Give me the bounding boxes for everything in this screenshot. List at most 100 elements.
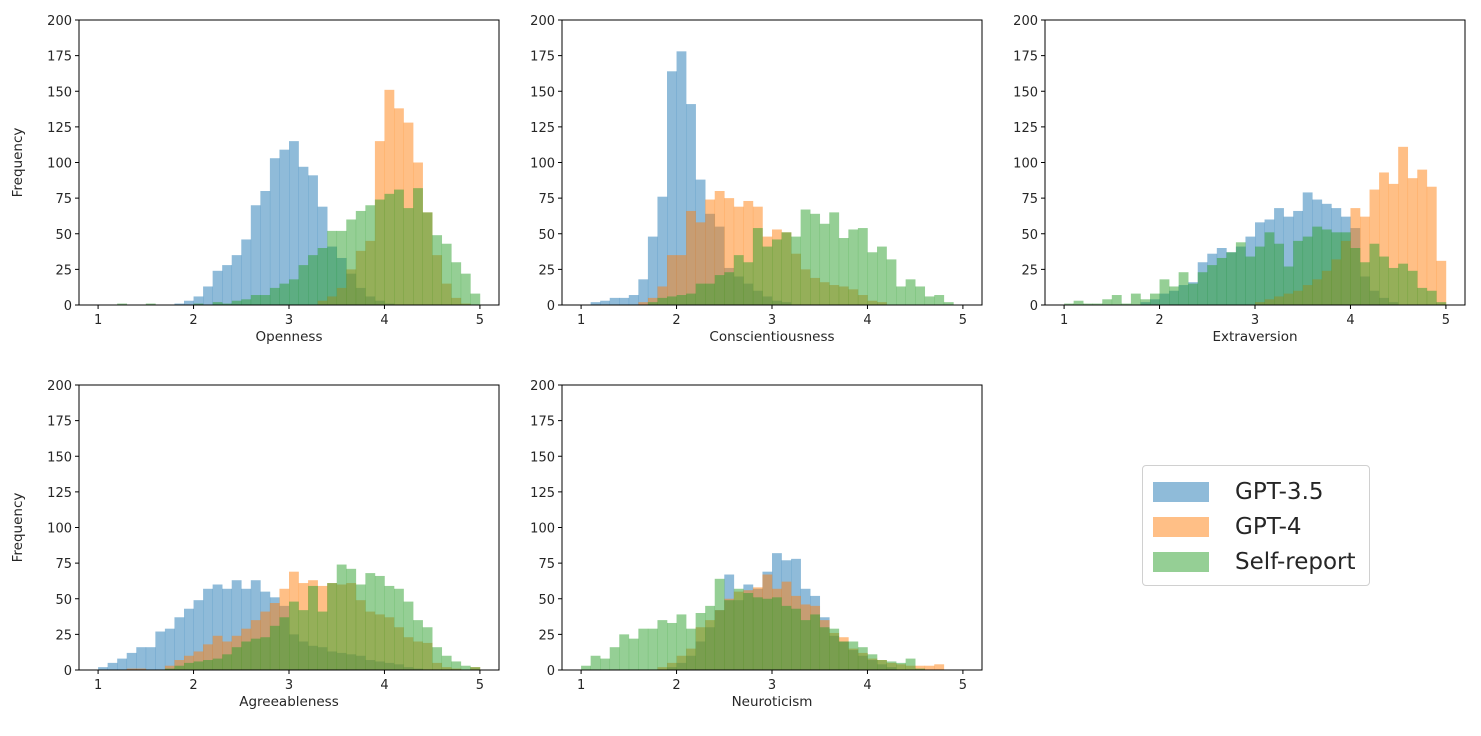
histogram-bar bbox=[924, 665, 935, 670]
y-tick-label: 100 bbox=[530, 157, 555, 172]
histogram-bar bbox=[203, 644, 213, 670]
subplot-openness: 1 2 3 4 50255075100125150175200OpennessFrequ… bbox=[10, 14, 500, 345]
x-tick-label: 4 bbox=[1346, 313, 1354, 328]
histogram-bar bbox=[590, 655, 601, 670]
histogram-bar bbox=[136, 668, 147, 670]
histogram-bar bbox=[791, 236, 801, 305]
histogram-bar bbox=[743, 200, 754, 305]
histogram-bar bbox=[422, 212, 433, 305]
histogram-bar bbox=[212, 584, 223, 670]
histogram-bar bbox=[193, 600, 204, 670]
histogram-bar bbox=[289, 141, 299, 305]
histogram-bar bbox=[355, 210, 366, 305]
histogram-bar bbox=[384, 193, 395, 305]
histogram-bar bbox=[1188, 283, 1199, 305]
y-tick-label: 50 bbox=[1021, 228, 1038, 243]
x-tick-label: 5 bbox=[476, 313, 484, 328]
x-axis-label: Conscientiousness bbox=[709, 329, 834, 345]
y-tick-label: 25 bbox=[55, 628, 72, 643]
histogram-bar bbox=[1302, 236, 1313, 305]
histogram-bar bbox=[184, 608, 194, 670]
histogram-bar bbox=[934, 295, 945, 305]
histogram-bar bbox=[193, 651, 204, 670]
x-tick-label: 3 bbox=[285, 678, 293, 693]
histogram-bar bbox=[705, 605, 716, 670]
histogram-bar bbox=[1417, 169, 1428, 305]
histogram-bar bbox=[460, 273, 471, 305]
histogram-bar bbox=[1398, 146, 1409, 305]
histogram-bar bbox=[1159, 279, 1170, 305]
histogram-bar bbox=[231, 580, 242, 670]
histogram-bar bbox=[686, 104, 696, 305]
histogram-bar bbox=[98, 667, 108, 670]
histogram-bar bbox=[203, 286, 213, 305]
x-tick-label: 4 bbox=[380, 678, 388, 693]
histogram-bar bbox=[915, 668, 926, 670]
y-tick-label: 175 bbox=[1013, 50, 1038, 65]
histogram-bar bbox=[1150, 293, 1160, 305]
histogram-bar bbox=[810, 614, 821, 670]
y-tick-label: 75 bbox=[1021, 192, 1038, 207]
histogram-bar bbox=[867, 654, 878, 670]
histogram-bar bbox=[943, 302, 954, 305]
histogram-bar bbox=[308, 175, 318, 305]
histogram-bar bbox=[800, 209, 811, 305]
histogram-bar bbox=[619, 634, 630, 670]
histogram-bar bbox=[308, 585, 318, 670]
histogram-bar bbox=[460, 665, 471, 670]
histogram-bar bbox=[647, 236, 658, 305]
y-tick-label: 75 bbox=[55, 557, 72, 572]
x-tick-label: 1 bbox=[94, 313, 102, 328]
histogram-bar bbox=[126, 652, 137, 670]
histogram-bar bbox=[1283, 216, 1294, 305]
histogram-bar bbox=[695, 613, 706, 670]
y-tick-label: 200 bbox=[530, 379, 555, 394]
histogram-bar bbox=[810, 213, 821, 305]
histogram-bar bbox=[857, 228, 868, 305]
histogram-bar bbox=[1073, 300, 1084, 305]
histogram-bar bbox=[1064, 303, 1074, 305]
legend-patch-self-report bbox=[1153, 551, 1209, 572]
histogram-bar bbox=[638, 628, 649, 670]
histogram-bar bbox=[451, 661, 462, 670]
legend-entry-self-report: Self-report bbox=[1153, 544, 1359, 579]
histogram-bar bbox=[145, 647, 156, 670]
y-tick-label: 0 bbox=[1030, 299, 1038, 314]
histogram-bar bbox=[222, 588, 233, 670]
histogram-bar bbox=[1388, 183, 1399, 305]
histogram-bar bbox=[772, 597, 782, 670]
histogram-bar bbox=[1436, 260, 1447, 305]
x-tick-label: 3 bbox=[768, 678, 776, 693]
x-tick-label: 3 bbox=[1251, 313, 1259, 328]
histogram-bar bbox=[1379, 256, 1389, 305]
histogram-bar bbox=[772, 239, 782, 305]
x-tick-label: 3 bbox=[285, 313, 293, 328]
histogram-bar bbox=[714, 275, 725, 305]
histogram-bar bbox=[394, 588, 404, 670]
x-tick-label: 1 bbox=[1060, 313, 1068, 328]
histogram-bar bbox=[212, 658, 223, 670]
histogram-bar bbox=[609, 297, 620, 305]
histogram-bar bbox=[355, 584, 366, 670]
histogram-bar bbox=[819, 627, 830, 670]
subplot-conscientiousness: 1 2 3 4 50255075100125150175200Conscientious… bbox=[530, 14, 983, 345]
y-tick-label: 100 bbox=[1013, 157, 1038, 172]
histogram-bar bbox=[676, 255, 687, 305]
y-tick-label: 125 bbox=[530, 121, 555, 136]
y-tick-label: 50 bbox=[538, 228, 555, 243]
histogram-bar bbox=[896, 286, 906, 305]
histogram-bar bbox=[432, 647, 443, 670]
histogram-bar bbox=[638, 302, 649, 305]
histogram-bar bbox=[896, 662, 906, 670]
histogram-bar bbox=[1264, 232, 1275, 305]
histogram-bar bbox=[1130, 293, 1141, 305]
histogram-bar bbox=[657, 196, 668, 305]
x-tick-label: 5 bbox=[959, 678, 967, 693]
histogram-bar bbox=[647, 302, 658, 305]
histogram-bar bbox=[1216, 257, 1227, 305]
histogram-bar bbox=[647, 628, 658, 670]
histogram-bar bbox=[686, 293, 696, 305]
histogram-bar bbox=[1111, 295, 1122, 305]
y-tick-label: 75 bbox=[538, 192, 555, 207]
